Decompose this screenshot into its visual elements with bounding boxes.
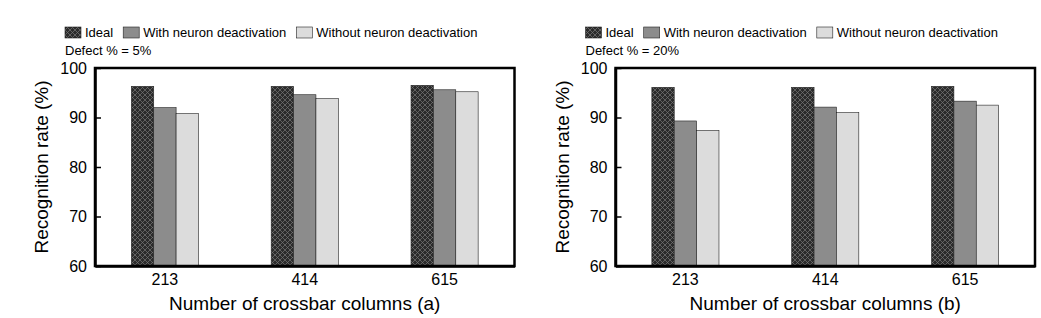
y-axis: 60 70 80 90 100: [581, 60, 622, 275]
tick-label: 100: [60, 60, 87, 77]
tick: 90: [590, 109, 622, 126]
bar: [976, 105, 998, 266]
legend: Ideal With neuron deactivation Without neu…: [65, 25, 477, 40]
figure: 60 70 80 90 100 213 414 615 Number of crossbar c…: [0, 0, 1041, 318]
tick-mark: [95, 68, 101, 70]
bar: [652, 87, 674, 266]
tick: 615: [952, 266, 979, 288]
annotation: Defect % = 5%: [65, 43, 152, 58]
bar: [271, 86, 293, 266]
tick-label: 80: [590, 159, 608, 176]
bars: [652, 86, 999, 266]
tick-label: 213: [152, 271, 179, 288]
tick-label: 70: [69, 208, 87, 225]
legend: Ideal With neuron deactivation Without neu…: [586, 25, 998, 40]
bar: [792, 87, 814, 266]
tick: 615: [431, 266, 458, 288]
x-axis-title: Number of crossbar columns (b): [690, 293, 961, 314]
bar: [154, 108, 176, 266]
bar: [316, 99, 338, 266]
tick: 90: [69, 109, 101, 126]
bar: [954, 101, 976, 266]
tick: 414: [812, 266, 839, 288]
x-axis-title: Number of crossbar columns (a): [169, 293, 440, 314]
tick-mark: [95, 117, 101, 119]
legend-label: With neuron deactivation: [143, 25, 286, 40]
axis-line: [96, 265, 516, 268]
tick: 80: [590, 159, 622, 176]
chart-panel: 60 70 80 90 100 213 414 615 Number of crossbar c…: [552, 25, 1036, 314]
bars: [131, 85, 478, 266]
tick-mark: [95, 216, 101, 218]
bar: [456, 92, 478, 266]
bar: [814, 107, 836, 266]
tick: 100: [60, 60, 101, 77]
legend-label: With neuron deactivation: [664, 25, 807, 40]
tick-label: 213: [672, 271, 699, 288]
legend-swatch: [65, 27, 81, 38]
bar: [697, 130, 719, 266]
legend-label: Without neuron deactivation: [837, 25, 998, 40]
tick-label: 414: [812, 271, 839, 288]
legend-label: Ideal: [85, 25, 113, 40]
tick-label: 414: [291, 271, 318, 288]
bar: [131, 86, 153, 266]
tick-mark: [616, 117, 622, 119]
legend-label: Without neuron deactivation: [316, 25, 477, 40]
tick-mark: [616, 216, 622, 218]
plot-frame: [95, 68, 515, 266]
legend-swatch: [817, 27, 833, 38]
tick: 70: [590, 208, 622, 225]
tick-label: 70: [590, 208, 608, 225]
tick: 80: [69, 159, 101, 176]
tick: 213: [152, 266, 179, 288]
x-axis: 213 414 615: [96, 266, 516, 288]
tick-label: 100: [581, 60, 608, 77]
legend-swatch: [123, 27, 139, 38]
tick-label: 60: [590, 258, 608, 275]
legend-label: Ideal: [606, 25, 634, 40]
tick-label: 90: [590, 109, 608, 126]
tick: 70: [69, 208, 101, 225]
bar: [932, 86, 954, 266]
tick-mark: [616, 167, 622, 169]
bar: [836, 113, 858, 266]
tick-label: 615: [952, 271, 979, 288]
tick: 414: [291, 266, 318, 288]
tick-label: 80: [69, 159, 87, 176]
tick-label: 90: [69, 109, 87, 126]
y-axis-title: Recognition rate (%): [552, 80, 573, 253]
tick-mark: [95, 167, 101, 169]
legend-swatch: [586, 27, 602, 38]
annotation: Defect % = 20%: [586, 43, 680, 58]
legend-swatch: [644, 27, 660, 38]
tick: 213: [672, 266, 699, 288]
y-axis-title: Recognition rate (%): [31, 80, 52, 253]
chart-panel: 60 70 80 90 100 213 414 615 Number of crossbar c…: [31, 25, 515, 314]
tick-label: 60: [69, 258, 87, 275]
legend-swatch: [296, 27, 312, 38]
y-axis: 60 70 80 90 100: [60, 60, 101, 275]
plot-frame: [616, 68, 1036, 266]
tick: 100: [581, 60, 622, 77]
bar: [294, 95, 316, 266]
x-axis: 213 414 615: [616, 266, 1036, 288]
bar: [433, 90, 455, 266]
bar: [176, 114, 198, 266]
tick-label: 615: [431, 271, 458, 288]
bar: [674, 121, 696, 266]
axis-line: [616, 265, 1036, 268]
tick-mark: [616, 68, 622, 70]
bar: [411, 85, 433, 266]
